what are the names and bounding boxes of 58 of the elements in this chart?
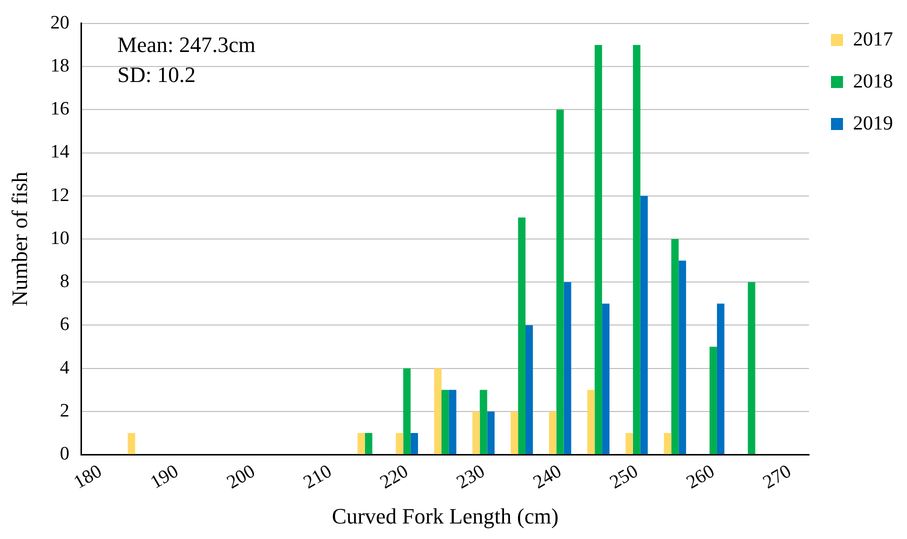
y-tick-label: 12	[50, 184, 70, 206]
x-tick-label: 210	[300, 460, 336, 494]
y-tick-label: 20	[50, 12, 70, 34]
bar	[632, 44, 640, 454]
x-tick-label: 200	[224, 460, 259, 494]
x-tick-label: 270	[760, 460, 795, 494]
bar	[640, 196, 648, 454]
x-tick-label: 260	[683, 460, 718, 494]
bar	[364, 433, 372, 454]
y-tick-label: 0	[60, 444, 70, 465]
bar	[525, 325, 533, 454]
bar	[448, 390, 456, 454]
bar	[671, 239, 679, 454]
bar	[748, 282, 756, 454]
legend-label: 2019	[853, 112, 893, 134]
x-axis-title: Curved Fork Length (cm)	[332, 504, 559, 529]
legend-label: 2017	[853, 28, 893, 50]
bar	[403, 368, 411, 454]
bar	[410, 433, 418, 454]
y-tick-label: 18	[50, 56, 70, 77]
bar	[602, 304, 610, 454]
bar	[626, 433, 633, 454]
bar	[358, 433, 365, 454]
bar	[396, 433, 404, 454]
bar	[678, 260, 686, 454]
x-tick-label: 250	[606, 460, 642, 494]
y-tick-label: 16	[50, 98, 70, 120]
bar	[472, 411, 480, 454]
y-axis-title: Number of fish	[6, 172, 32, 306]
annotation: Mean: 247.3cm	[117, 32, 256, 58]
bar	[510, 411, 518, 454]
bar	[716, 304, 724, 454]
bar	[487, 411, 495, 454]
bar	[664, 433, 672, 454]
y-tick-label: 14	[50, 142, 70, 163]
annotation: SD: 10.2	[117, 62, 196, 88]
bar	[128, 433, 136, 454]
bar	[518, 217, 526, 454]
y-tick-label: 10	[50, 228, 70, 249]
y-tick-label: 4	[60, 357, 70, 378]
x-tick-label: 190	[146, 460, 182, 494]
y-tick-label: 6	[60, 314, 70, 336]
bar	[480, 390, 488, 454]
y-tick-label: 8	[60, 271, 70, 292]
x-tick-label: 220	[376, 460, 412, 494]
bar	[556, 110, 564, 454]
bar	[434, 368, 442, 454]
x-tick-label: 180	[70, 460, 106, 494]
x-tick-label: 230	[453, 460, 488, 494]
bar	[710, 346, 717, 454]
bar	[587, 390, 595, 454]
y-tick-label: 2	[60, 400, 70, 422]
legend-label: 2018	[853, 70, 893, 92]
bar	[442, 390, 449, 454]
bar	[548, 411, 556, 454]
bar	[594, 44, 602, 454]
x-tick-label: 240	[530, 460, 566, 494]
bar	[564, 282, 572, 454]
